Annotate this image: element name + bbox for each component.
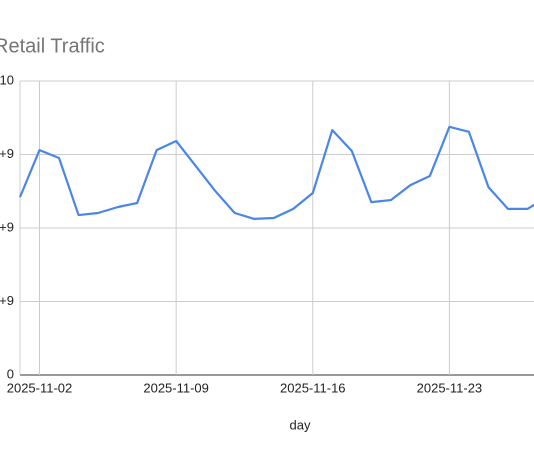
y-tick-label: 5e+9 <box>0 219 14 234</box>
x-axis-label: day <box>290 417 311 432</box>
x-tick-label: 2025-11-02 <box>7 380 73 395</box>
chart-title: Retail Traffic <box>0 35 105 57</box>
y-tick-label: 2.5e+9 <box>0 293 14 308</box>
grid: 0 2.5e+9 5e+9 7.5e+9 1e+10 2025-11-02 2025-11-… <box>0 72 534 395</box>
line-series <box>18 125 534 220</box>
x-tick-label: 2025-11-09 <box>143 380 209 395</box>
x-tick-label: 2025-11-23 <box>417 380 483 395</box>
y-tick-label: 0 <box>7 366 14 381</box>
x-tick-label: 2025-11-16 <box>280 380 346 395</box>
y-tick-label: 1e+10 <box>0 72 14 87</box>
y-tick-label: 7.5e+9 <box>0 146 14 161</box>
plot <box>18 125 534 220</box>
